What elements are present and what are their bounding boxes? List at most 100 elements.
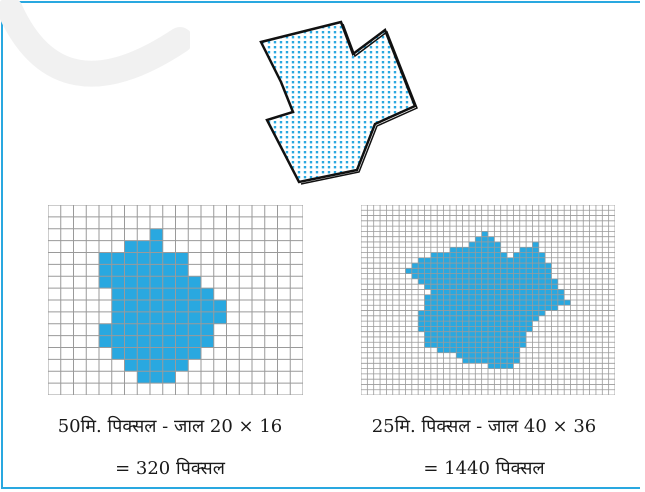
filled-pixel: [513, 310, 520, 316]
filled-pixel: [519, 273, 527, 279]
filled-pixel: [462, 263, 469, 269]
filled-pixel: [475, 321, 482, 327]
filled-pixel: [507, 363, 514, 369]
filled-pixel: [494, 358, 501, 364]
filled-pixel: [424, 273, 431, 279]
raster-grid-fine: [361, 205, 615, 395]
filled-pixel: [137, 300, 150, 312]
filled-pixel: [513, 257, 520, 264]
filled-pixel: [513, 352, 520, 359]
filled-pixel: [162, 264, 176, 277]
filled-pixel: [424, 331, 431, 337]
filled-pixel: [456, 294, 463, 300]
filled-pixel: [526, 257, 533, 264]
filled-pixel: [538, 263, 546, 269]
filled-pixel: [500, 347, 508, 353]
filled-pixel: [462, 315, 469, 322]
filled-pixel: [488, 358, 495, 364]
filled-pixel: [437, 284, 444, 290]
filled-pixel: [475, 257, 482, 264]
filled-pixel: [513, 336, 520, 343]
filled-pixel: [500, 321, 508, 327]
filled-pixel: [456, 273, 463, 279]
filled-pixel: [468, 310, 476, 316]
filled-pixel: [532, 278, 539, 285]
filled-pixel: [162, 276, 176, 289]
filled-pixel: [513, 278, 520, 285]
filled-pixel: [124, 240, 138, 253]
filled-pixel: [124, 300, 138, 312]
filled-pixel: [494, 263, 501, 269]
filled-pixel: [443, 310, 450, 316]
filled-pixel: [449, 305, 457, 311]
filled-pixel: [124, 359, 138, 372]
filled-pixel: [526, 294, 533, 300]
filled-pixel: [162, 288, 176, 301]
filled-pixel: [513, 273, 520, 279]
filled-pixel: [150, 311, 163, 324]
filled-pixel: [150, 264, 163, 277]
filled-pixel: [437, 305, 444, 311]
filled-pixel: [150, 288, 163, 301]
filled-pixel: [475, 294, 482, 300]
filled-pixel: [430, 268, 438, 274]
filled-pixel: [468, 273, 476, 279]
filled-pixel: [519, 305, 527, 311]
filled-pixel: [456, 268, 463, 274]
filled-pixel: [424, 257, 431, 264]
filled-pixel: [468, 326, 476, 332]
filled-pixel: [456, 305, 463, 311]
filled-pixel: [462, 342, 469, 348]
filled-pixel: [449, 268, 457, 274]
filled-pixel: [418, 326, 425, 332]
filled-pixel: [475, 347, 482, 353]
filled-pixel: [430, 342, 438, 348]
filled-pixel: [437, 252, 444, 258]
filled-pixel: [456, 278, 463, 285]
filled-pixel: [430, 294, 438, 300]
filled-pixel: [462, 310, 469, 316]
filled-pixel: [424, 263, 431, 269]
coarse-filled-cells: [99, 228, 227, 384]
filled-pixel: [488, 336, 495, 343]
filled-pixel: [488, 273, 495, 279]
filled-pixel: [430, 284, 438, 290]
filled-pixel: [557, 294, 565, 300]
filled-pixel: [551, 305, 558, 311]
filled-pixel: [507, 321, 514, 327]
filled-pixel: [468, 278, 476, 285]
filled-pixel: [468, 252, 476, 258]
filled-pixel: [424, 300, 431, 306]
filled-pixel: [418, 268, 425, 274]
filled-pixel: [488, 263, 495, 269]
filled-pixel: [538, 278, 546, 285]
filled-pixel: [137, 264, 150, 277]
filled-pixel: [500, 305, 508, 311]
filled-pixel: [507, 305, 514, 311]
filled-pixel: [468, 263, 476, 269]
filled-pixel: [500, 300, 508, 306]
filled-pixel: [494, 294, 501, 300]
filled-pixel: [213, 311, 227, 324]
filled-pixel: [538, 289, 546, 295]
filled-pixel: [468, 241, 476, 248]
filled-pixel: [494, 352, 501, 359]
filled-pixel: [545, 300, 552, 306]
filled-pixel: [468, 284, 476, 290]
filled-pixel: [162, 347, 176, 360]
filled-pixel: [468, 305, 476, 311]
filled-pixel: [188, 323, 201, 336]
filled-pixel: [538, 273, 546, 279]
filled-pixel: [437, 347, 444, 353]
filled-pixel: [507, 289, 514, 295]
filled-pixel: [456, 252, 463, 258]
filled-pixel: [449, 321, 457, 327]
filled-pixel: [111, 252, 125, 265]
filled-pixel: [532, 252, 539, 258]
filled-pixel: [475, 273, 482, 279]
filled-pixel: [437, 342, 444, 348]
filled-pixel: [124, 288, 138, 301]
filled-pixel: [437, 257, 444, 264]
filled-pixel: [545, 284, 552, 290]
filled-pixel: [150, 228, 163, 241]
